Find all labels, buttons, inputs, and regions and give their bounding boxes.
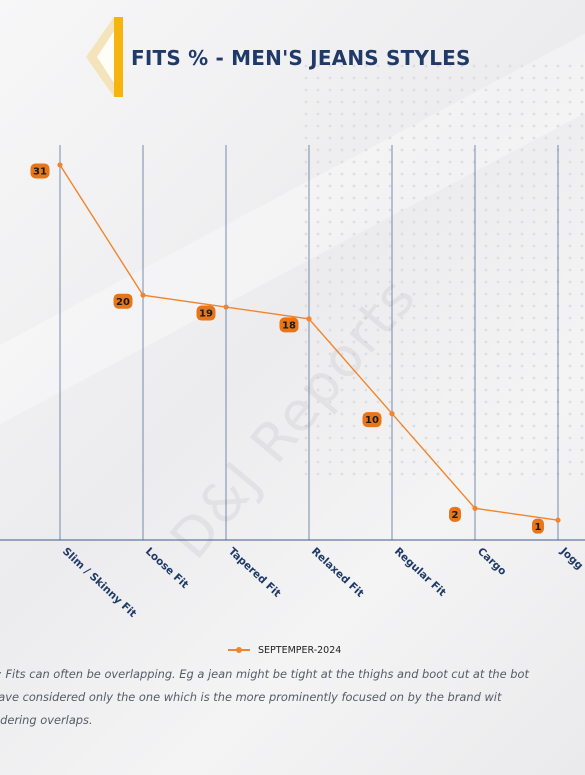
data-labels: 31 20 19 18 10 2 1 [30,163,544,534]
line-chart: 31 20 19 18 10 2 1 Slim / Skinny Fit Loose Fit T… [0,145,585,620]
data-point-4 [389,411,395,417]
data-label-text: 2 [452,510,459,521]
legend-line-swatch [228,643,250,657]
data-label-text: 10 [365,415,379,426]
data-label-text: 19 [199,309,213,320]
data-label-badge [279,317,299,333]
x-tick-label-0: Slim / Skinny Fit [60,545,139,619]
data-label-badge [532,518,544,534]
data-point-0 [57,162,63,168]
x-tick-label-5: Cargo [475,545,509,577]
x-tick-labels: Slim / Skinny Fit Loose Fit Tapered Fit Rel… [60,545,585,620]
chevron-logo-icon [86,17,123,97]
x-tick-label-6: Jogg [557,545,585,572]
data-label-text: 18 [282,320,296,331]
vertical-gridlines [59,145,559,540]
data-label-5: 2 [449,506,461,522]
background-dot-pattern [300,60,585,480]
legend-label: SEPTEMPER-2024 [258,644,342,656]
data-label-6: 1 [532,518,544,534]
data-label-badge [449,506,461,522]
footnote-line-3: sidering overlaps. [0,713,93,727]
footnote-line-2: have considered only the one which is th… [0,690,502,704]
x-tick-label-2: Tapered Fit [226,545,283,599]
data-label-4: 10 [362,412,382,428]
data-label-text: 20 [116,297,130,308]
footnote-line-1: e: Fits can often be overlapping. Eg a j… [0,667,529,681]
data-point-2 [223,304,229,310]
x-tick-label-3: Relaxed Fit [309,545,366,599]
header: FITS % - MEN'S JEANS STYLES [0,0,585,110]
chart-title: FITS % - MEN'S JEANS STYLES [131,46,471,70]
data-points [57,162,561,523]
data-label-2: 19 [196,305,216,321]
data-label-0: 31 [30,163,50,179]
data-label-badge [196,305,216,321]
data-point-6 [555,517,561,523]
x-tick-label-4: Regular Fit [392,545,448,598]
data-label-badge [113,293,133,309]
data-point-1 [140,292,146,298]
data-label-3: 18 [279,317,299,333]
data-label-badge [362,412,382,428]
data-label-text: 31 [33,167,47,178]
x-tick-label-1: Loose Fit [143,545,191,591]
legend: SEPTEMPER-2024 [228,643,341,657]
data-point-3 [306,316,312,322]
data-label-badge [30,163,50,179]
data-label-text: 1 [535,522,542,533]
data-point-5 [472,505,478,511]
footnote: e: Fits can often be overlapping. Eg a j… [0,663,585,732]
data-label-1: 20 [113,293,133,309]
